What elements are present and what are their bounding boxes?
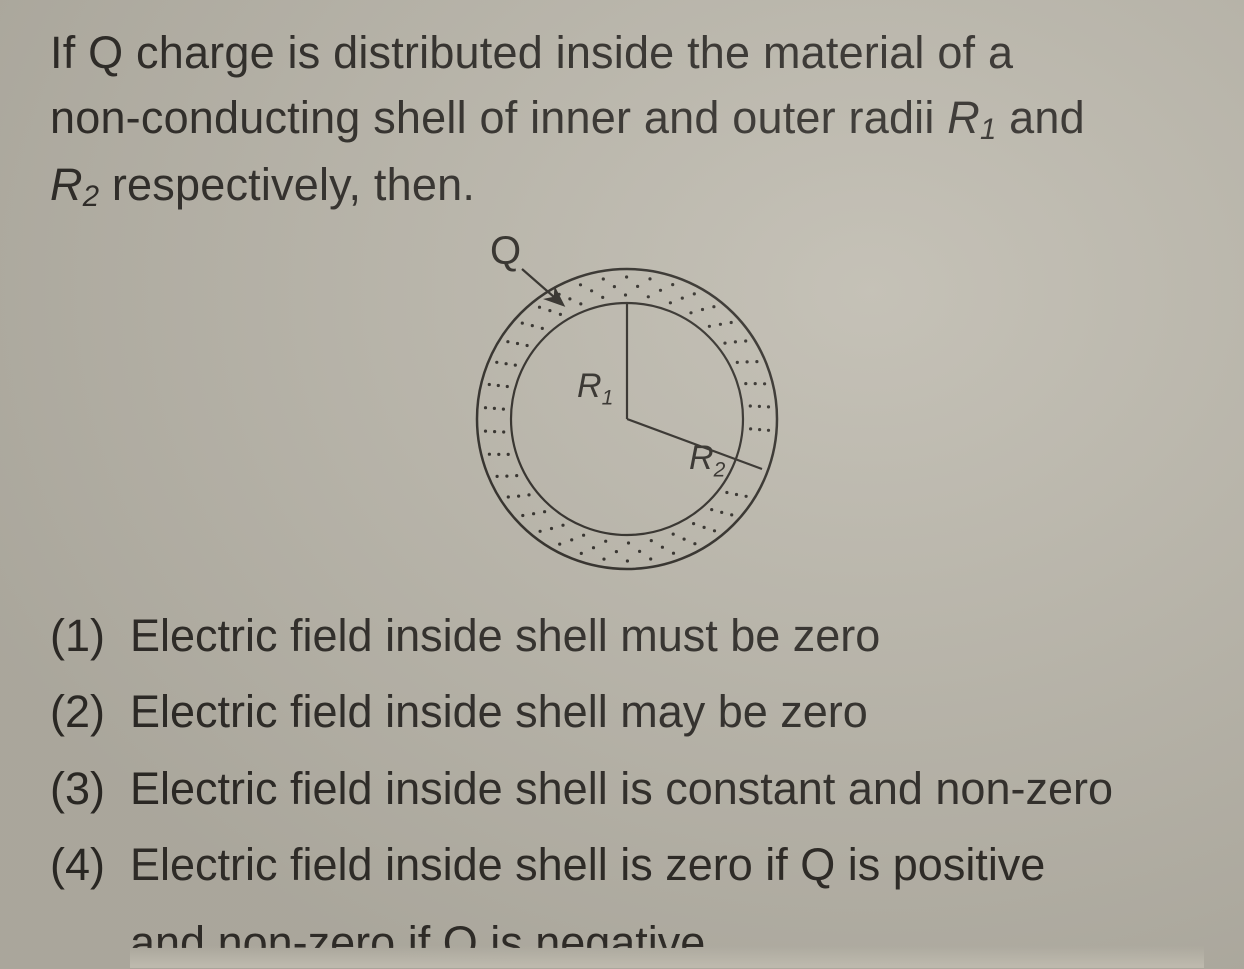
var-R1: R1 (947, 92, 996, 143)
question-fragment: and (996, 92, 1084, 143)
option-fragment-cut: and non-zero if Q is negative (130, 920, 705, 948)
option-number: (1) (50, 602, 130, 670)
option-text: Electric field inside shell is zero if Q… (130, 831, 1204, 968)
option-2: (2) Electric field inside shell may be z… (50, 678, 1204, 746)
question-fragment: non-conducting shell of inner and outer … (50, 92, 947, 143)
svg-text:R2: R2 (689, 439, 726, 481)
question-line-1: If Q charge is distributed inside the ma… (50, 20, 1204, 85)
question-line-3: R2 respectively, then. (50, 152, 1204, 218)
question-fragment: respectively, then. (99, 159, 475, 210)
var-R: R (50, 159, 83, 210)
var-R2: R2 (50, 159, 99, 210)
option-text: Electric field inside shell must be zero (130, 602, 1204, 670)
subscript-1: 1 (980, 114, 996, 146)
question-text: If Q charge is distributed inside the ma… (50, 20, 1204, 218)
svg-text:R1: R1 (577, 367, 613, 409)
shell-shapes (477, 269, 777, 569)
shell-diagram: Q R1 R2 (412, 224, 842, 584)
option-text: Electric field inside shell is constant … (130, 755, 1204, 823)
option-number: (4) (50, 831, 130, 968)
option-1: (1) Electric field inside shell must be … (50, 602, 1204, 670)
question-line-2: non-conducting shell of inner and outer … (50, 85, 1204, 151)
option-number: (2) (50, 678, 130, 746)
option-4: (4) Electric field inside shell is zero … (50, 831, 1204, 968)
option-number: (3) (50, 755, 130, 823)
subscript-2: 2 (83, 180, 99, 212)
options-list: (1) Electric field inside shell must be … (50, 602, 1204, 968)
option-text: Electric field inside shell may be zero (130, 678, 1204, 746)
diagram-container: Q R1 R2 (50, 224, 1204, 584)
svg-text:Q: Q (490, 229, 521, 273)
diagram-labels: Q R1 R2 (490, 229, 726, 481)
page-cut-fade (130, 946, 1204, 968)
option-3: (3) Electric field inside shell is const… (50, 755, 1204, 823)
option-fragment: Electric field inside shell is zero if Q… (130, 839, 1045, 890)
var-R: R (947, 92, 980, 143)
